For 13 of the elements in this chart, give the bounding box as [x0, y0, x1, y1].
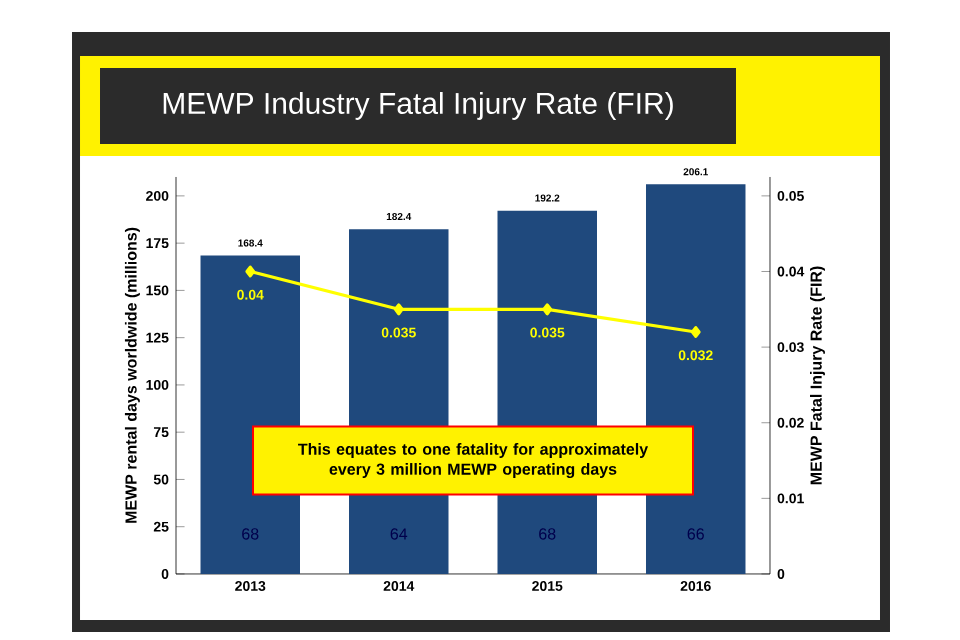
annotation: 68: [539, 528, 556, 540]
annotation: This equates to one fatality for approximately every 3 million MEWP operating days: [298, 443, 649, 479]
chart-title: MEWP Industry Fatal Injury Rate (FIR): [163, 92, 673, 120]
annotation: 68: [242, 528, 259, 540]
bar: [646, 184, 746, 574]
annotation: 64: [390, 528, 408, 540]
annotation: 66: [687, 528, 704, 540]
y2-axis-title: MEWP Fatal Injury Rate (FIR): [810, 266, 825, 485]
point: [245, 265, 256, 278]
point: [542, 303, 553, 316]
y-axis-title: MEWP rental days worldwide (millions): [124, 227, 140, 523]
point: [690, 326, 701, 338]
point: [393, 303, 404, 316]
